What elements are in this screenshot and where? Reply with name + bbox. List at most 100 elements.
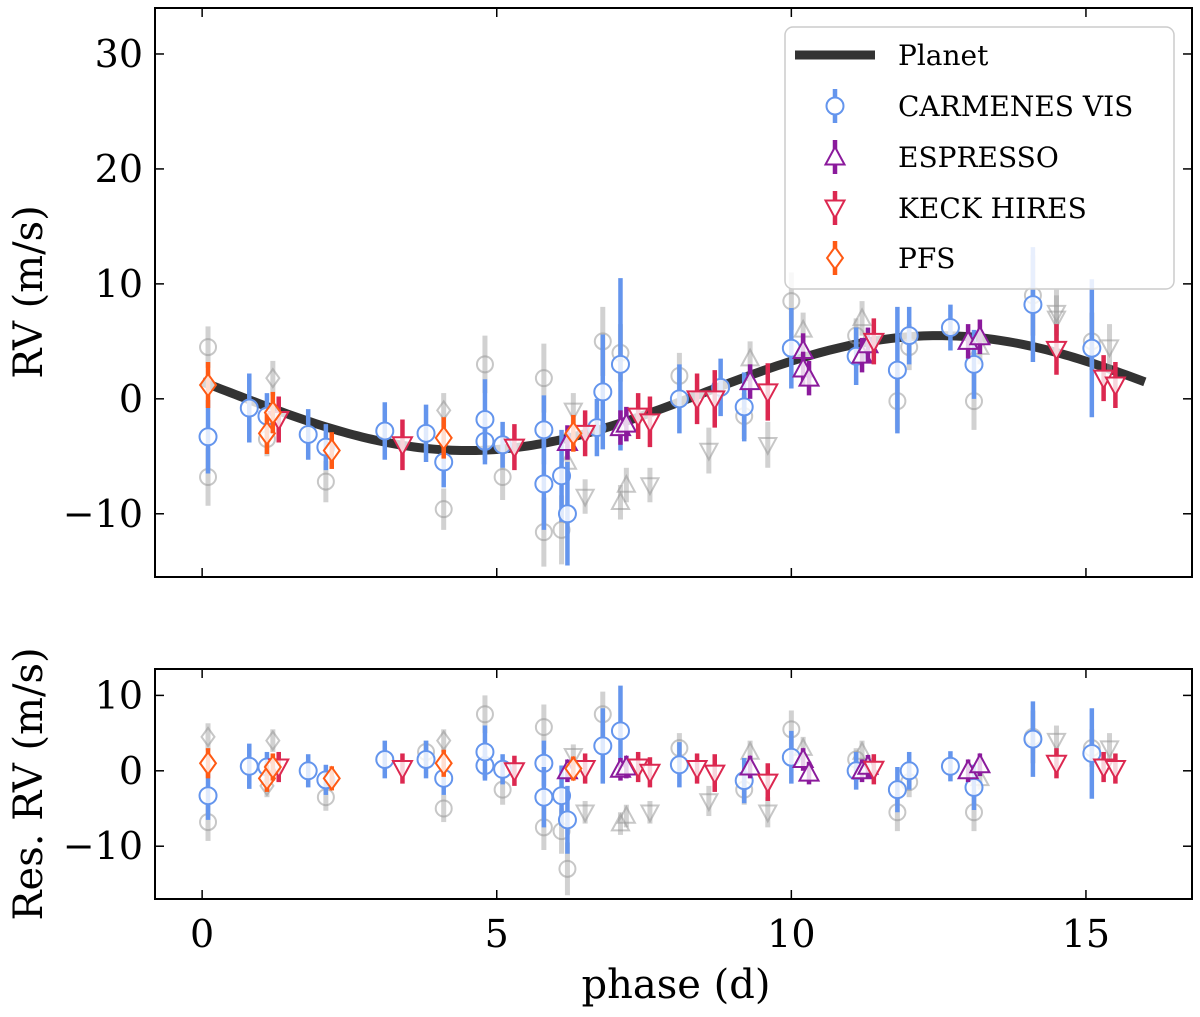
residual-data-marks xyxy=(198,685,1127,896)
raw-data-point xyxy=(1046,732,1067,752)
carmenes-vis-data-point xyxy=(899,761,919,781)
raw-data-point xyxy=(200,726,216,748)
y-tick-label: 0 xyxy=(119,377,143,421)
espresso-data-point xyxy=(738,369,762,391)
x-tick-label: 0 xyxy=(190,912,214,956)
carmenes-vis-data-point xyxy=(610,721,630,741)
raw-data-point xyxy=(639,477,661,497)
x-tick-label: 15 xyxy=(1062,912,1110,956)
raw-data-point xyxy=(639,804,661,824)
raw-data-point xyxy=(851,307,873,327)
carmenes-vis-data-point xyxy=(198,427,218,447)
keck-hires-data-point xyxy=(391,760,414,781)
keck-hires-data-point xyxy=(1104,760,1127,781)
carmenes-vis-data-point xyxy=(899,326,919,346)
raw-data-point xyxy=(493,467,512,486)
raw-data-point xyxy=(475,355,494,374)
raw-data-point xyxy=(265,729,281,752)
raw-data-point xyxy=(574,488,596,508)
carmenes-vis-data-point xyxy=(475,410,495,430)
carmenes-vis-data-point xyxy=(1023,295,1043,315)
legend-label-pfs: PFS xyxy=(898,242,955,275)
x-tick-label: 10 xyxy=(767,912,815,956)
keck-hires-data-point xyxy=(1045,340,1068,362)
residual-y-axis-label: Res. RV (m/s) xyxy=(6,647,52,920)
espresso-data-point xyxy=(797,760,821,782)
carmenes-vis-data-point xyxy=(887,360,907,380)
legend: Planet CARMENES VIS ESPRESSO KECK HIRES … xyxy=(784,26,1175,290)
raw-data-point xyxy=(698,793,720,813)
raw-data-point xyxy=(558,859,577,878)
legend-label-planet: Planet xyxy=(898,39,989,72)
pfs-data-point xyxy=(564,420,583,447)
raw-data-point xyxy=(574,804,596,824)
carmenes-vis-data-point xyxy=(239,756,259,776)
raw-data-point xyxy=(434,799,453,818)
carmenes-vis-data-point xyxy=(298,761,318,781)
legend-label-carmenes: CARMENES VIS xyxy=(898,90,1133,123)
carmenes-vis-data-point xyxy=(593,382,613,402)
carmenes-vis-data-point xyxy=(557,504,577,524)
raw-data-point xyxy=(757,437,779,456)
carmenes-vis-data-point xyxy=(298,424,318,444)
residual-panel: 0 5 10 15 −10 0 10 Res. RV (m/s) xyxy=(6,647,1193,956)
carmenes-vis-data-point xyxy=(593,736,613,756)
x-tick-label: 5 xyxy=(485,912,509,956)
rv-y-axis-label: RV (m/s) xyxy=(6,205,52,378)
legend-label-espresso: ESPRESSO xyxy=(898,141,1059,174)
carmenes-vis-data-point xyxy=(1023,729,1043,749)
pfs-data-point xyxy=(434,750,453,776)
keck-hires-data-point xyxy=(638,763,662,785)
x-axis-label: phase (d) xyxy=(582,962,771,1008)
raw-data-point xyxy=(563,747,584,767)
carmenes-vis-data-point xyxy=(964,354,984,374)
legend-box xyxy=(784,26,1175,290)
legend-keck-hires-symbol xyxy=(823,199,847,221)
keck-hires-data-point xyxy=(756,773,779,795)
keck-hires-data-point xyxy=(1104,376,1127,398)
y-tick-label: −10 xyxy=(63,492,143,536)
y-tick-label: −10 xyxy=(63,824,143,868)
raw-data-point xyxy=(616,473,637,493)
y-tick-label: 30 xyxy=(95,32,143,76)
espresso-data-point xyxy=(968,324,992,346)
rv-panel-frame xyxy=(154,7,1193,578)
carmenes-vis-data-point xyxy=(887,780,907,800)
legend-carmenes-vis-symbol xyxy=(825,96,845,116)
raw-data-point xyxy=(434,500,453,519)
carmenes-vis-data-point xyxy=(534,787,554,807)
raw-data-point xyxy=(265,367,281,389)
keck-hires-data-point xyxy=(685,760,709,781)
carmenes-vis-data-point xyxy=(1082,338,1102,358)
pfs-data-point xyxy=(322,765,341,792)
carmenes-vis-data-point xyxy=(534,474,554,494)
keck-hires-data-point xyxy=(638,413,662,434)
y-tick-label: 10 xyxy=(95,673,143,717)
carmenes-vis-data-point xyxy=(375,749,395,769)
carmenes-vis-data-point xyxy=(610,354,630,374)
y-tick-label: 20 xyxy=(95,147,143,191)
carmenes-vis-data-point xyxy=(198,786,218,806)
carmenes-vis-data-point xyxy=(940,318,960,338)
rv-panel: −10 0 10 20 30 RV (m/s) xyxy=(6,7,1193,578)
rv-data-marks xyxy=(198,247,1147,567)
espresso-data-point xyxy=(797,366,821,387)
raw-data-point xyxy=(610,491,631,511)
raw-data-point xyxy=(1046,310,1067,330)
carmenes-vis-data-point xyxy=(669,755,689,775)
carmenes-vis-data-point xyxy=(375,421,395,441)
espresso-data-point xyxy=(968,752,992,774)
espresso-data-point xyxy=(738,754,762,776)
pfs-data-point xyxy=(322,437,341,464)
y-tick-label: 10 xyxy=(95,262,143,306)
carmenes-vis-data-point xyxy=(416,749,436,769)
residual-panel-frame xyxy=(154,668,1193,900)
legend-label-keck-hires: KECK HIRES xyxy=(898,192,1087,225)
keck-hires-data-point xyxy=(503,438,526,460)
pfs-data-point xyxy=(263,399,282,426)
keck-hires-data-point xyxy=(503,762,526,783)
carmenes-vis-data-point xyxy=(557,810,577,830)
espresso-data-point xyxy=(615,412,638,433)
keck-hires-data-point xyxy=(391,436,414,457)
